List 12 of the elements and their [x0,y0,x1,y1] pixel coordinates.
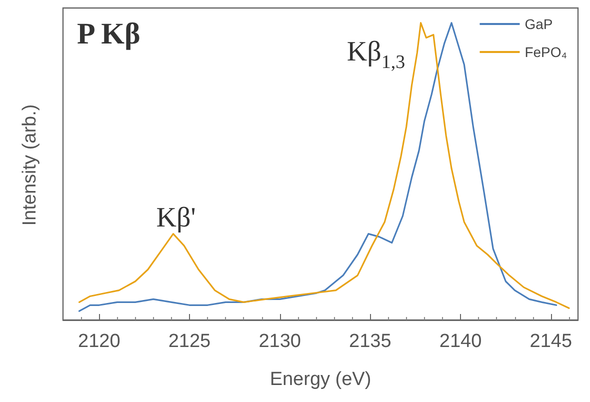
x-tick-label: 2140 [439,331,482,352]
x-tick-label: 2125 [168,331,211,352]
legend-label: GaP [524,16,553,32]
x-tick-label: 2120 [78,331,120,352]
annotation: Kβ' [156,202,196,234]
chart-title: P Kβ [77,18,140,50]
y-axis-title: Intensity (arb.) [20,104,40,226]
x-tick-label: 2145 [530,331,572,352]
x-axis-title: Energy (eV) [270,369,372,390]
x-tick-label: 2130 [258,331,301,352]
legend-label: FePO₄ [524,44,568,60]
x-tick-label: 2135 [349,331,392,352]
